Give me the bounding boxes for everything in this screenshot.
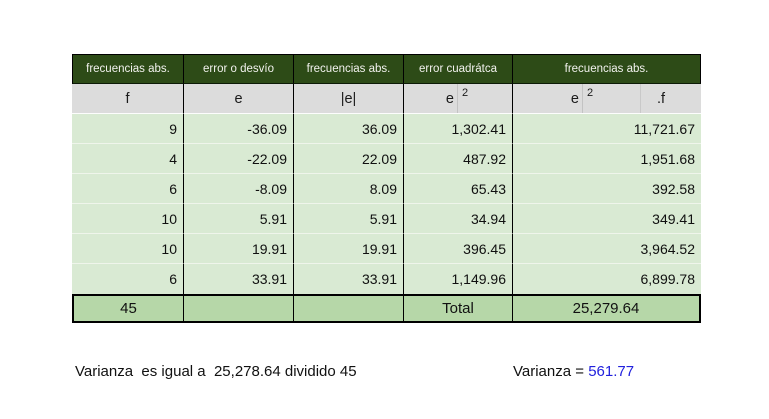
variance-result-label: Varianza = bbox=[513, 363, 589, 380]
cell-abs-e: 19.91 bbox=[293, 234, 403, 264]
cell-e: 19.91 bbox=[183, 234, 293, 264]
cell-f: 9 bbox=[72, 114, 183, 144]
cell-e-squared-f: 1,951.68 bbox=[512, 144, 701, 174]
cell-abs-e: 22.09 bbox=[293, 144, 403, 174]
cell-f: 6 bbox=[72, 174, 183, 204]
col-header-f: f bbox=[72, 84, 183, 114]
cell-abs-e: 33.91 bbox=[293, 264, 403, 294]
cell-f: 10 bbox=[72, 204, 183, 234]
cell-e-squared: 34.94 bbox=[403, 204, 512, 234]
group-header-frecuencias-abs-3: frecuencias abs. bbox=[512, 54, 701, 84]
col-header-e-squared-f: e 2 .f bbox=[512, 84, 701, 114]
total-f-count: 45 bbox=[72, 294, 183, 323]
cell-abs-e: 36.09 bbox=[293, 114, 403, 144]
cell-e-squared: 487.92 bbox=[403, 144, 512, 174]
cell-f: 10 bbox=[72, 234, 183, 264]
cell-e-squared: 1,149.96 bbox=[403, 264, 512, 294]
col-header-abs-e: |e| bbox=[293, 84, 403, 114]
cell-e: 33.91 bbox=[183, 264, 293, 294]
cell-e-squared: 396.45 bbox=[403, 234, 512, 264]
group-header-frecuencias-abs-1: frecuencias abs. bbox=[72, 54, 183, 84]
cell-e-squared-f: 6,899.78 bbox=[512, 264, 701, 294]
e-squared-f-base: e bbox=[570, 90, 579, 107]
cell-e: -36.09 bbox=[183, 114, 293, 144]
variance-result: Varianza = 561.77 bbox=[513, 363, 634, 380]
group-header-error-o-desvio: error o desvío bbox=[183, 54, 293, 84]
col-header-e: e bbox=[183, 84, 293, 114]
cell-f: 6 bbox=[72, 264, 183, 294]
group-header-frecuencias-abs-2: frecuencias abs. bbox=[293, 54, 403, 84]
e-squared-base: e bbox=[445, 90, 454, 107]
cell-e-squared: 1,302.41 bbox=[403, 114, 512, 144]
col-header-e-squared: e 2 bbox=[403, 84, 512, 114]
cell-e-squared-f: 349.41 bbox=[512, 204, 701, 234]
cell-e: -8.09 bbox=[183, 174, 293, 204]
total-empty-e bbox=[183, 294, 293, 323]
cell-e-squared-f: 11,721.67 bbox=[512, 114, 701, 144]
variance-calculation-text: Varianza es igual a 25,278.64 dividido 4… bbox=[75, 363, 357, 380]
cell-abs-e: 5.91 bbox=[293, 204, 403, 234]
frequency-table: frecuencias abs. error o desvío frecuenc… bbox=[72, 54, 701, 323]
e-squared-sup: 2 bbox=[457, 84, 512, 113]
e-squared-f-suffix: .f bbox=[640, 84, 701, 113]
cell-e-squared-f: 392.58 bbox=[512, 174, 701, 204]
cell-e-squared: 65.43 bbox=[403, 174, 512, 204]
cell-f: 4 bbox=[72, 144, 183, 174]
total-value: 25,279.64 bbox=[512, 294, 701, 323]
variance-result-value: 561.77 bbox=[588, 363, 635, 380]
cell-e-squared-f: 3,964.52 bbox=[512, 234, 701, 264]
total-label: Total bbox=[403, 294, 512, 323]
cell-abs-e: 8.09 bbox=[293, 174, 403, 204]
cell-e: -22.09 bbox=[183, 144, 293, 174]
e-squared-f-sup: 2 bbox=[582, 84, 640, 113]
group-header-error-cuadratca: error cuadrátca bbox=[403, 54, 512, 84]
cell-e: 5.91 bbox=[183, 204, 293, 234]
total-empty-abs-e bbox=[293, 294, 403, 323]
